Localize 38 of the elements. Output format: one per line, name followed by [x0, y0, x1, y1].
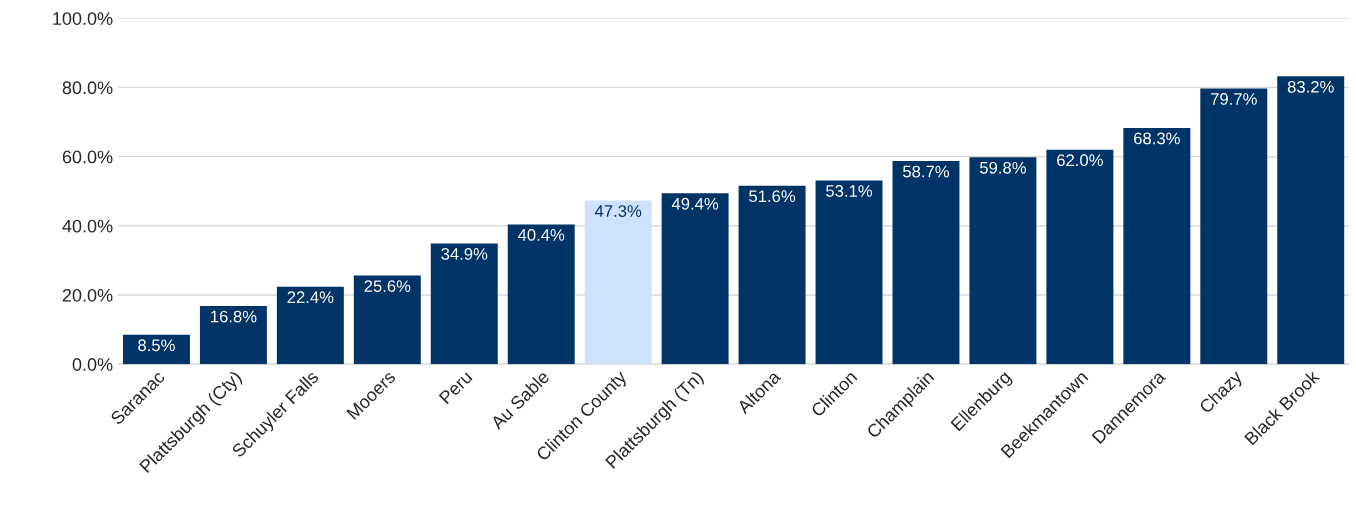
- bar: [1277, 76, 1345, 365]
- bar: [353, 275, 421, 365]
- bar: [661, 193, 729, 365]
- data-label: 53.1%: [826, 185, 873, 197]
- y-tick-label: 40.0%: [62, 219, 113, 233]
- bar: [1046, 149, 1114, 365]
- data-label: 59.8%: [979, 161, 1026, 174]
- bar: [276, 286, 344, 365]
- y-tick-label: 80.0%: [62, 81, 113, 95]
- data-label: 25.6%: [364, 280, 411, 293]
- data-label: 16.8%: [211, 310, 257, 323]
- data-label: 8.5%: [138, 339, 175, 352]
- bar: [738, 185, 806, 365]
- data-label: 47.3%: [594, 205, 642, 217]
- data-label: 58.7%: [903, 165, 950, 178]
- y-tick-label: 0.0%: [72, 358, 113, 371]
- bar: [430, 243, 498, 365]
- bar: [122, 334, 190, 365]
- bar: [507, 224, 575, 365]
- data-label: 22.4%: [287, 291, 334, 304]
- data-label: 83.2%: [1287, 80, 1334, 93]
- y-tick-label: 100.0%: [53, 12, 113, 25]
- data-label: 49.4%: [671, 197, 719, 210]
- data-label: 62.0%: [1057, 154, 1103, 167]
- bar: [584, 200, 652, 365]
- bar: [199, 306, 267, 365]
- data-label: 79.7%: [1211, 93, 1257, 105]
- data-label: 40.4%: [517, 229, 565, 241]
- data-label: 68.3%: [1134, 132, 1180, 145]
- data-label: 34.9%: [441, 248, 488, 260]
- bar: [969, 157, 1037, 365]
- bar: [892, 161, 960, 365]
- y-tick-label: 20.0%: [62, 288, 113, 302]
- bar: [1123, 127, 1191, 365]
- data-label: 51.6%: [749, 190, 796, 203]
- bar: [1200, 88, 1268, 365]
- bar: [815, 180, 883, 365]
- y-tick-label: 60.0%: [62, 150, 113, 164]
